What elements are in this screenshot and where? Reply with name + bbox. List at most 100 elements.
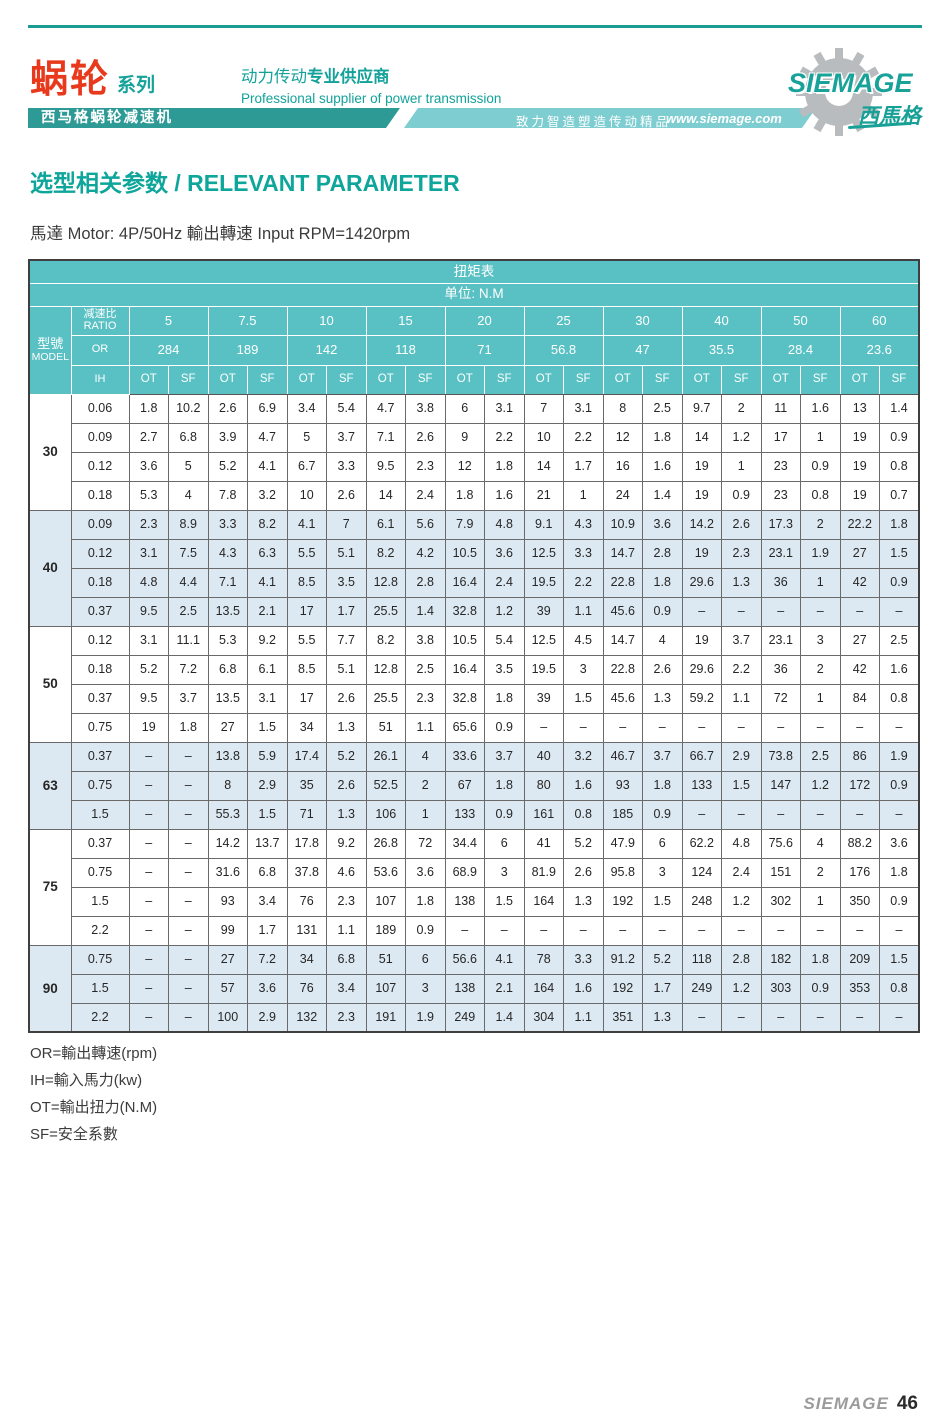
- ot-cell: –: [128, 799, 169, 830]
- ot-cell: –: [444, 915, 485, 946]
- ot-cell: 86: [839, 741, 880, 772]
- torque-table: 扭矩表 单位: N.M 型號 MODEL 减速比RATIO 5 7.5 10 15 20 25 30 4…: [28, 259, 920, 1033]
- sf-cell: 1.2: [721, 973, 762, 1004]
- ot-cell: 182: [760, 944, 801, 975]
- ot-cell: –: [760, 915, 801, 946]
- page-title-en: / RELEVANT PARAMETER: [174, 170, 460, 196]
- ih-cell: 1.5: [70, 886, 130, 917]
- sf-cell: 4: [168, 480, 209, 511]
- sf-cell: 2: [800, 509, 841, 540]
- ot-cell: 10: [286, 480, 327, 511]
- ot-cell: 124: [681, 857, 722, 888]
- sf-cell: 2.4: [721, 857, 762, 888]
- company-logo: SIEMAGE 西馬格: [778, 44, 928, 136]
- sf-cell: 2.6: [721, 509, 762, 540]
- ot-cell: 31.6: [207, 857, 248, 888]
- website-link[interactable]: www.siemage.com: [666, 111, 782, 126]
- slogan-band: 致力智造塑造传动精品 www.siemage.com: [404, 108, 816, 128]
- legend-item-sf: SF=安全系數: [30, 1126, 118, 1143]
- page-footer: SIEMAGE 46: [803, 1393, 918, 1415]
- ot-cell: 6: [444, 393, 485, 424]
- ot-cell: 353: [839, 973, 880, 1004]
- supplier-cn-regular: 动力传动: [241, 68, 307, 86]
- sf-cell: –: [168, 1002, 209, 1033]
- sf-cell: 0.8: [563, 799, 604, 830]
- sf-cell: 0.8: [879, 973, 920, 1004]
- ot-cell: 19.5: [523, 654, 564, 685]
- ot-cell: 9.7: [681, 393, 722, 424]
- ot-cell: 72: [760, 683, 801, 714]
- sf-cell: –: [800, 712, 841, 743]
- sf-cell: 1.8: [879, 509, 920, 540]
- ot-cell: 249: [444, 1002, 485, 1033]
- sf-cell: 4.1: [247, 567, 288, 598]
- sf-cell: –: [168, 973, 209, 1004]
- sf-cell: 3: [800, 625, 841, 656]
- ot-cell: 303: [760, 973, 801, 1004]
- ot-cell: 189: [365, 915, 406, 946]
- ot-cell: 34: [286, 944, 327, 975]
- sf-cell: –: [563, 915, 604, 946]
- ih-cell: 0.37: [70, 828, 130, 859]
- ot-cell: 12.5: [523, 625, 564, 656]
- sf-cell: 5.1: [326, 538, 367, 569]
- ot-cell: 19: [681, 538, 722, 569]
- model-cell: 50: [28, 625, 72, 743]
- ratio-label: 减速比RATIO: [70, 305, 130, 336]
- sf-cell: –: [168, 944, 209, 975]
- sf-cell: 1.5: [484, 886, 525, 917]
- table-row: 0.09 2.7 6.8 3.9 4.7 5 3.7 7.1 2.6 9 2.2 10 2.2 12 1.8…: [29, 422, 920, 453]
- ot-cell: 4.1: [286, 509, 327, 540]
- ratio-value: 15: [365, 305, 446, 336]
- ot-subheader: OT: [444, 364, 485, 395]
- ot-cell: 59.2: [681, 683, 722, 714]
- sf-cell: 1: [800, 567, 841, 598]
- sf-cell: 3.1: [484, 393, 525, 424]
- ot-cell: 75.6: [760, 828, 801, 859]
- sf-cell: 1.4: [642, 480, 683, 511]
- sf-cell: 1.1: [405, 712, 446, 743]
- ot-cell: –: [839, 799, 880, 830]
- ot-cell: 29.6: [681, 567, 722, 598]
- ot-cell: 8.5: [286, 654, 327, 685]
- ot-cell: –: [523, 915, 564, 946]
- sf-cell: –: [879, 596, 920, 627]
- ot-cell: 32.8: [444, 596, 485, 627]
- ot-cell: 32.8: [444, 683, 485, 714]
- model-cell: 63: [28, 741, 72, 830]
- sf-cell: 4: [642, 625, 683, 656]
- ot-cell: 8: [602, 393, 643, 424]
- ot-cell: 14.7: [602, 625, 643, 656]
- sf-cell: 1.1: [563, 1002, 604, 1033]
- table-row: 0.12 3.1 7.5 4.3 6.3 5.5 5.1 8.2 4.2 10.5 3.6 12.5 3…: [29, 538, 920, 569]
- sf-cell: 1.7: [247, 915, 288, 946]
- sf-cell: 3.8: [405, 393, 446, 424]
- ot-cell: 7: [523, 393, 564, 424]
- sf-cell: –: [642, 915, 683, 946]
- sf-subheader: SF: [326, 364, 367, 395]
- ot-cell: 52.5: [365, 770, 406, 801]
- ot-cell: 2.7: [128, 422, 169, 453]
- ot-cell: 47.9: [602, 828, 643, 859]
- ih-cell: 0.12: [70, 451, 130, 482]
- ot-cell: –: [760, 596, 801, 627]
- or-value: 71: [444, 334, 525, 366]
- ot-cell: 26.1: [365, 741, 406, 772]
- ot-cell: 19: [839, 422, 880, 453]
- model-cell: 75: [28, 828, 72, 946]
- sf-cell: 3.4: [247, 886, 288, 917]
- sf-cell: 3.3: [326, 451, 367, 482]
- or-value: 284: [128, 334, 209, 366]
- sf-cell: 8.2: [247, 509, 288, 540]
- sf-cell: 10.2: [168, 393, 209, 424]
- ot-cell: 4.3: [207, 538, 248, 569]
- supplier-cn-bold: 专业供应商: [307, 68, 390, 86]
- sf-cell: 1.7: [563, 451, 604, 482]
- ot-cell: –: [128, 973, 169, 1004]
- sf-cell: 1.5: [642, 886, 683, 917]
- ih-cell: 0.75: [70, 712, 130, 743]
- ot-cell: –: [681, 915, 722, 946]
- sf-cell: 3.6: [879, 828, 920, 859]
- or-value: 189: [207, 334, 288, 366]
- ot-cell: –: [602, 915, 643, 946]
